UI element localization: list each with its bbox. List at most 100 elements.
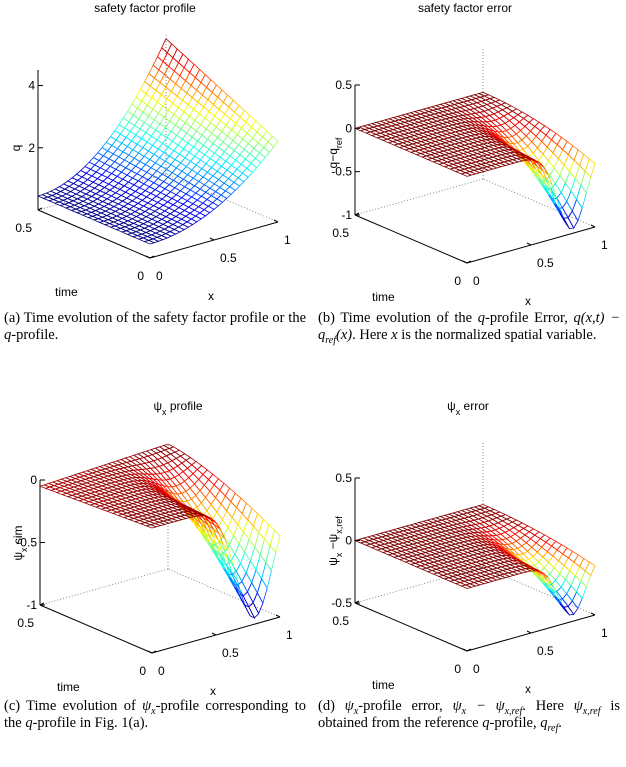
- surface-mesh: [194, 150, 206, 161]
- surface-mesh: [175, 213, 187, 220]
- panel-title-part: ψ: [447, 399, 456, 413]
- surface-mesh: [189, 185, 201, 194]
- surface-mesh: [88, 157, 100, 166]
- surface-mesh: [175, 162, 187, 172]
- surface-mesh: [109, 161, 121, 170]
- surface-mesh: [162, 176, 175, 186]
- surface-mesh: [161, 168, 173, 178]
- surface-mesh: [576, 184, 587, 210]
- surface-mesh: [94, 160, 106, 169]
- surface-mesh: [217, 174, 230, 184]
- surface-mesh: [176, 197, 189, 205]
- surface-mesh: [205, 490, 216, 506]
- surface-mesh: [174, 449, 186, 457]
- surface-mesh: [131, 96, 143, 109]
- surface-mesh: [196, 168, 208, 178]
- x-tick-label: 1: [601, 238, 608, 252]
- surface-mesh: [508, 527, 520, 535]
- surface-mesh: [119, 159, 131, 169]
- t-tick-label: 0: [137, 269, 144, 283]
- surface-mesh: [153, 177, 165, 187]
- x-tick-label: 0.5: [222, 646, 239, 660]
- x-tick-label: 0.5: [537, 644, 554, 658]
- surface-mesh: [165, 164, 178, 174]
- surface-mesh: [214, 186, 227, 196]
- surface-mesh: [213, 178, 225, 188]
- surface-mesh: [172, 221, 184, 228]
- surface-mesh: [144, 208, 156, 215]
- surface-mesh: [201, 163, 213, 173]
- surface-mesh: [198, 176, 210, 186]
- surface-mesh: [195, 188, 207, 197]
- surface-mesh: [113, 203, 125, 210]
- surface-mesh: [209, 152, 221, 163]
- surface-mesh: [229, 181, 241, 191]
- surface-mesh: [193, 206, 205, 214]
- surface-mesh: [95, 190, 107, 197]
- surface-mesh: [118, 117, 130, 129]
- surface-mesh: [215, 156, 227, 167]
- surface-mesh: [156, 198, 169, 206]
- z-tick-label: 2: [28, 141, 35, 155]
- x-axis-label: x: [208, 289, 214, 303]
- surface-mesh: [158, 181, 170, 190]
- surface-mesh: [566, 584, 578, 602]
- caption-part: q: [25, 715, 33, 731]
- surface-mesh: [559, 565, 571, 581]
- surface-mesh: [198, 106, 210, 119]
- surface-mesh: [210, 191, 222, 200]
- surface-mesh: [181, 165, 193, 176]
- surface-mesh: [93, 184, 106, 192]
- surface-mesh: [130, 165, 142, 175]
- caption-part: (x): [336, 327, 353, 343]
- t-tick: [354, 600, 360, 604]
- surface-mesh: [104, 189, 117, 197]
- surface-mesh: [105, 136, 117, 146]
- surface-mesh: [154, 69, 165, 84]
- surface-mesh: [152, 139, 164, 150]
- surface-mesh: [166, 218, 179, 225]
- surface-mesh: [222, 135, 234, 147]
- surface-mesh: [164, 120, 176, 132]
- x-tick-label: 1: [284, 233, 291, 247]
- surface-mesh: [118, 206, 131, 212]
- surface-mesh: [145, 192, 158, 201]
- z-tick-label: 0.5: [335, 471, 352, 485]
- surface-mesh: [149, 210, 162, 218]
- surface-mesh: [156, 218, 169, 225]
- x-tick: [211, 632, 217, 636]
- surface-mesh: [101, 141, 113, 152]
- surface-mesh: [89, 164, 102, 173]
- box-edge: [167, 568, 281, 618]
- surface-mesh: [190, 215, 202, 223]
- surface-mesh: [233, 144, 245, 156]
- surface-mesh: [119, 185, 131, 193]
- surface-mesh: [158, 204, 170, 212]
- surface-mesh: [220, 160, 232, 171]
- surface-mesh: [186, 196, 198, 205]
- surface-mesh: [148, 205, 160, 212]
- surface-mesh: [176, 128, 188, 140]
- surface-mesh: [157, 105, 169, 118]
- surface-mesh: [150, 162, 162, 172]
- surface-mesh: [173, 62, 185, 77]
- t-tick-label: 0.5: [332, 614, 349, 628]
- axis-line: [354, 602, 468, 652]
- surface-mesh: [188, 146, 200, 157]
- surface-mesh: [135, 88, 147, 102]
- surface-mesh: [153, 148, 165, 159]
- surface-mesh: [161, 195, 173, 203]
- surface-mesh: [221, 510, 233, 529]
- surface-mesh: [175, 75, 186, 89]
- surface-mesh: [189, 63, 201, 79]
- surface-mesh: [553, 158, 565, 177]
- caption-part: -profile,: [489, 715, 541, 731]
- surface-mesh: [531, 135, 543, 149]
- z-axis-label-part: q: [9, 145, 23, 152]
- surface-mesh: [162, 201, 174, 209]
- surface-mesh: [193, 101, 205, 115]
- surface-mesh: [181, 132, 193, 144]
- box-edge: [354, 566, 484, 604]
- surface-mesh: [508, 117, 520, 126]
